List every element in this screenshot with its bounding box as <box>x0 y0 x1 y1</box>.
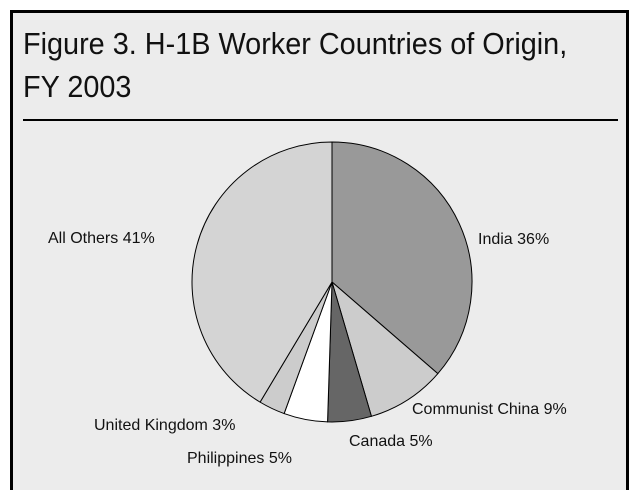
pie-label-india: India 36% <box>478 231 549 248</box>
pie-label-communist-china: Communist China 9% <box>412 401 567 418</box>
pie-label-all-others: All Others 41% <box>48 230 155 247</box>
pie-slice-all-others <box>191 141 333 403</box>
pie-slice-india <box>331 141 473 375</box>
figure-title: Figure 3. H-1B Worker Countries of Origi… <box>23 26 568 104</box>
pie-label-philippines: Philippines 5% <box>187 450 292 467</box>
title-rule <box>23 119 618 121</box>
pie-slice-communist-china <box>331 281 439 417</box>
pie-slices <box>191 141 473 423</box>
pie-label-canada: Canada 5% <box>349 433 433 450</box>
pie-label-united-kingdom: United Kingdom 3% <box>94 417 235 434</box>
pie-labels: India 36% Communist China 9% Canada 5% Phil… <box>48 230 567 467</box>
